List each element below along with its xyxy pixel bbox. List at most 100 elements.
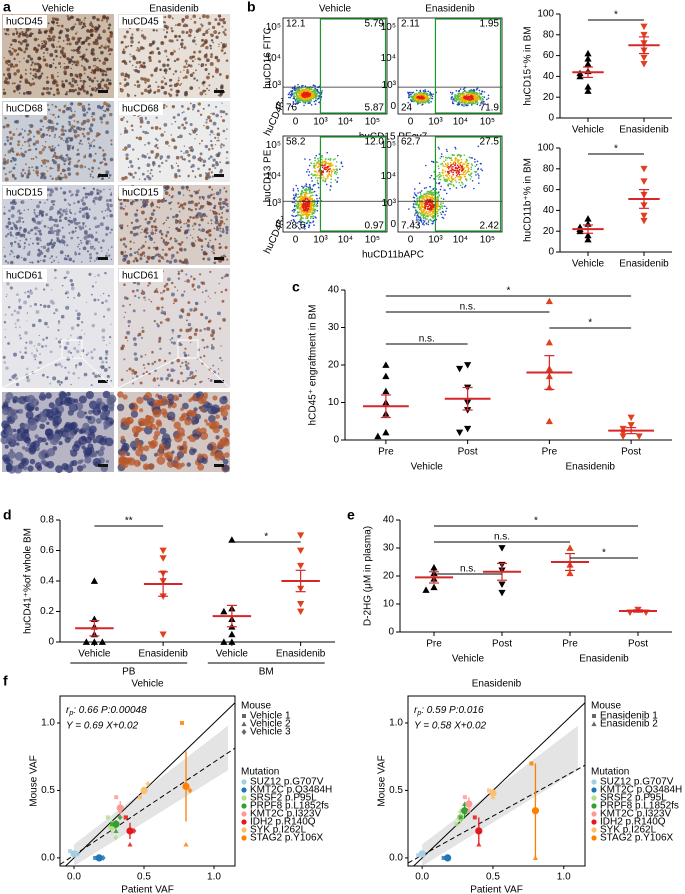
cell bbox=[172, 332, 174, 334]
cell bbox=[31, 261, 34, 264]
cell bbox=[13, 82, 16, 85]
cell bbox=[87, 352, 90, 355]
cell bbox=[178, 314, 183, 319]
cell bbox=[126, 93, 129, 95]
cell bbox=[36, 220, 41, 225]
event bbox=[302, 209, 305, 212]
scale-bar bbox=[214, 174, 224, 177]
cell bbox=[224, 246, 228, 249]
cell bbox=[132, 148, 135, 151]
event bbox=[470, 89, 473, 91]
cell bbox=[130, 164, 134, 168]
cell bbox=[95, 257, 99, 261]
cell bbox=[186, 66, 188, 68]
cell bbox=[81, 143, 83, 145]
cell bbox=[191, 129, 194, 131]
cell bbox=[10, 245, 13, 247]
event bbox=[308, 97, 311, 99]
cell bbox=[33, 68, 35, 71]
cell bbox=[40, 259, 42, 262]
cell bbox=[78, 429, 84, 435]
cell bbox=[212, 395, 218, 401]
cell bbox=[43, 304, 47, 308]
cell bbox=[106, 45, 110, 48]
cell bbox=[57, 144, 60, 147]
cell bbox=[56, 237, 59, 240]
cell bbox=[49, 382, 52, 385]
cell bbox=[150, 168, 153, 172]
event bbox=[289, 96, 292, 99]
cell bbox=[2, 158, 6, 162]
stain-label: huCD45 bbox=[122, 17, 159, 28]
cell bbox=[106, 396, 115, 406]
cell bbox=[95, 251, 99, 255]
cell bbox=[65, 292, 67, 295]
cell bbox=[78, 142, 81, 145]
cell bbox=[198, 58, 202, 61]
cell bbox=[164, 35, 167, 39]
cell bbox=[16, 318, 20, 322]
cell bbox=[200, 427, 207, 434]
cell bbox=[222, 129, 226, 133]
event bbox=[308, 203, 311, 205]
cell bbox=[92, 65, 95, 67]
event bbox=[421, 95, 424, 98]
quadrant-value: 5.79 bbox=[365, 19, 385, 30]
cell bbox=[67, 16, 71, 21]
event bbox=[469, 99, 472, 101]
cell bbox=[179, 445, 184, 451]
cell bbox=[109, 421, 113, 425]
cell bbox=[205, 118, 208, 121]
cell bbox=[183, 290, 186, 293]
cell bbox=[194, 328, 199, 333]
cell bbox=[104, 162, 108, 166]
cell bbox=[173, 369, 176, 372]
cell bbox=[220, 216, 223, 219]
cell bbox=[66, 15, 69, 18]
event bbox=[476, 102, 479, 104]
event bbox=[304, 85, 307, 88]
cell bbox=[95, 87, 99, 91]
cell bbox=[176, 358, 181, 363]
event bbox=[312, 203, 314, 206]
cell bbox=[153, 290, 157, 294]
cell bbox=[200, 158, 203, 161]
event bbox=[468, 90, 470, 92]
cell bbox=[130, 44, 133, 47]
cell bbox=[63, 397, 73, 407]
cell bbox=[94, 152, 97, 155]
cell bbox=[100, 121, 103, 124]
cell bbox=[221, 102, 223, 104]
cell bbox=[66, 144, 71, 149]
cell bbox=[172, 116, 176, 119]
cell bbox=[70, 145, 72, 147]
cell bbox=[97, 409, 101, 414]
cell bbox=[167, 277, 171, 282]
event bbox=[304, 88, 306, 91]
cell bbox=[12, 375, 15, 378]
cell bbox=[76, 336, 80, 340]
cell bbox=[182, 206, 185, 210]
cell bbox=[217, 94, 219, 96]
cell bbox=[69, 209, 71, 211]
cell bbox=[4, 177, 9, 182]
cell bbox=[184, 15, 189, 20]
cell bbox=[88, 153, 93, 158]
cell bbox=[45, 392, 52, 399]
cell bbox=[57, 261, 60, 264]
cell bbox=[18, 408, 24, 414]
cell bbox=[197, 463, 205, 471]
cell bbox=[63, 139, 65, 142]
cell bbox=[64, 175, 68, 179]
y-tick-label: 0 bbox=[390, 101, 396, 112]
event bbox=[295, 102, 297, 105]
event bbox=[293, 94, 295, 96]
event bbox=[478, 89, 481, 92]
cell bbox=[27, 171, 31, 176]
cell bbox=[101, 177, 104, 180]
cell bbox=[144, 241, 147, 243]
event bbox=[297, 189, 300, 192]
cell bbox=[49, 188, 53, 192]
cell bbox=[82, 113, 87, 117]
cell bbox=[204, 316, 209, 320]
